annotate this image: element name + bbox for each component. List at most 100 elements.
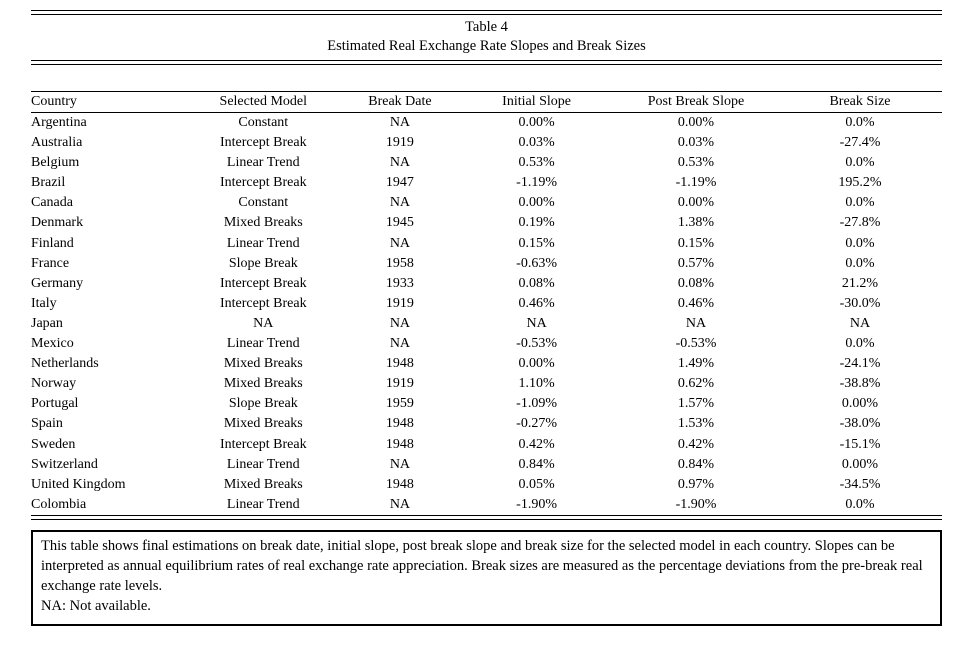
table-row: Portugal Slope Break 1959 -1.09% 1.57% 0.00% <box>31 394 942 414</box>
table-cell: 0.46% <box>518 295 555 311</box>
table-cell: 1948 <box>385 416 414 432</box>
table-row: Argentina Constant NA 0.00% 0.00% 0.0% <box>31 113 942 134</box>
table-cell: 1.57% <box>677 396 715 412</box>
table-cell: Mexico <box>31 336 74 352</box>
table-row: Italy Intercept Break 1919 0.46% 0.46% -30.0% <box>31 294 942 314</box>
table-cell: 0.0% <box>845 336 875 352</box>
table-cell: 1945 <box>385 215 414 231</box>
table-cell: -1.19% <box>675 175 717 191</box>
table-cell: 0.0% <box>845 255 875 271</box>
table-cell: 0.05% <box>518 476 555 492</box>
table-cell: NA <box>389 315 411 331</box>
table-cell: -0.27% <box>516 416 557 432</box>
column-header-break-date: Break Date <box>340 92 460 113</box>
table-cell: 1.38% <box>677 215 715 231</box>
table-cell: Constant <box>238 115 289 130</box>
table-cell: NA <box>526 315 547 331</box>
table-title: Estimated Real Exchange Rate Slopes and … <box>327 38 646 54</box>
table-row: Germany Intercept Break 1933 0.08% 0.08% 21.2… <box>31 274 942 294</box>
header-top-rule <box>31 91 942 92</box>
notes-body: This table shows final estimations on br… <box>41 537 923 594</box>
table-cell: Australia <box>31 135 83 151</box>
table-bottom-rule <box>31 514 942 520</box>
table-cell: 0.53% <box>518 155 555 171</box>
table-cell: 0.00% <box>518 115 555 130</box>
column-header-selected-model: Selected Model <box>185 92 341 113</box>
table-cell: 0.46% <box>677 295 715 311</box>
notes-na: NA: Not available. <box>41 597 151 614</box>
table-cell: -1.09% <box>516 396 557 412</box>
table-cell: -27.8% <box>839 215 881 231</box>
caption-bottom-rule <box>31 60 942 65</box>
table-row: Finland Linear Trend NA 0.15% 0.15% 0.0% <box>31 234 942 254</box>
table-cell: Colombia <box>31 496 87 512</box>
table-cell: 1933 <box>385 275 414 291</box>
table-cell: 0.00% <box>677 195 715 211</box>
table-cell: Mixed Breaks <box>223 416 303 432</box>
table-cell: 1948 <box>385 356 414 372</box>
table-cell: NA <box>389 456 411 472</box>
table-cell: 0.00% <box>518 195 555 211</box>
table-cell: 195.2% <box>838 175 882 191</box>
table-row: France Slope Break 1958 -0.63% 0.57% 0.0% <box>31 254 942 274</box>
table-cell: 0.15% <box>677 235 715 251</box>
table-cell: Sweden <box>31 436 76 452</box>
table-cell: -30.0% <box>839 295 881 311</box>
table-cell: Mixed Breaks <box>223 215 303 231</box>
table-cell: 0.42% <box>677 436 715 452</box>
table-cell: NA <box>389 115 411 130</box>
table-cell: 0.97% <box>677 476 715 492</box>
table-cell: 0.0% <box>845 155 875 171</box>
table-row: Mexico Linear Trend NA -0.53% -0.53% 0.0% <box>31 334 942 354</box>
table-row: United Kingdom Mixed Breaks 1948 0.05% 0.97%… <box>31 475 942 495</box>
table-notes: This table shows final estimations on br… <box>31 529 942 626</box>
table-cell: 1919 <box>385 376 414 392</box>
table-cell: 0.0% <box>845 235 875 251</box>
table-cell: Denmark <box>31 215 84 231</box>
table-cell: Slope Break <box>228 396 298 412</box>
table-cell: 0.53% <box>677 155 715 171</box>
table-cell: Norway <box>31 376 77 392</box>
column-header-break-size: Break Size <box>777 92 942 113</box>
table-cell: -1.90% <box>516 496 557 512</box>
table-cell: Switzerland <box>31 456 98 472</box>
table-cell: United Kingdom <box>31 476 126 492</box>
table-cell: Intercept Break <box>219 436 307 452</box>
header-row: Country Selected Model Break Date Initia… <box>31 92 942 113</box>
table-cell: -0.53% <box>675 336 717 352</box>
table-cell: -38.0% <box>839 416 881 432</box>
table-cell: 21.2% <box>841 275 879 291</box>
table-cell: 1948 <box>385 476 414 492</box>
table-cell: Japan <box>31 315 63 331</box>
table-cell: Canada <box>31 195 73 211</box>
table-cell: NA <box>849 315 871 331</box>
column-header-initial-slope: Initial Slope <box>459 92 614 113</box>
table-cell: Mixed Breaks <box>223 376 303 392</box>
table-header: Country Selected Model Break Date Initia… <box>31 92 942 113</box>
table-cell: 0.84% <box>518 456 555 472</box>
table-cell: Intercept Break <box>219 275 307 291</box>
table-cell: Belgium <box>31 155 80 171</box>
results-table: Country Selected Model Break Date Initia… <box>31 92 942 515</box>
table-cell: 0.00% <box>841 456 879 472</box>
table-row: Norway Mixed Breaks 1919 1.10% 0.62% -38.8% <box>31 374 942 394</box>
table-cell: Mixed Breaks <box>223 356 303 372</box>
table-cell: NA <box>389 155 411 171</box>
table-cell: 0.03% <box>677 135 715 151</box>
table-row: Netherlands Mixed Breaks 1948 0.00% 1.49% -24… <box>31 354 942 374</box>
table-row: Japan NA NA NA NA NA <box>31 314 942 334</box>
table-cell: 0.57% <box>677 255 715 271</box>
table-cell: -27.4% <box>839 135 881 151</box>
table-cell: NA <box>685 315 707 331</box>
table-cell: 1.10% <box>518 376 555 392</box>
table-cell: Slope Break <box>228 255 298 271</box>
table-cell: Intercept Break <box>219 135 307 151</box>
table-cell: 0.0% <box>845 496 875 512</box>
table-cell: Germany <box>31 275 84 291</box>
table-cell: 0.15% <box>518 235 555 251</box>
table-cell: 0.84% <box>677 456 715 472</box>
table-cell: Portugal <box>31 396 79 412</box>
table-cell: Linear Trend <box>226 336 300 352</box>
table-cell: 1.49% <box>677 356 715 372</box>
